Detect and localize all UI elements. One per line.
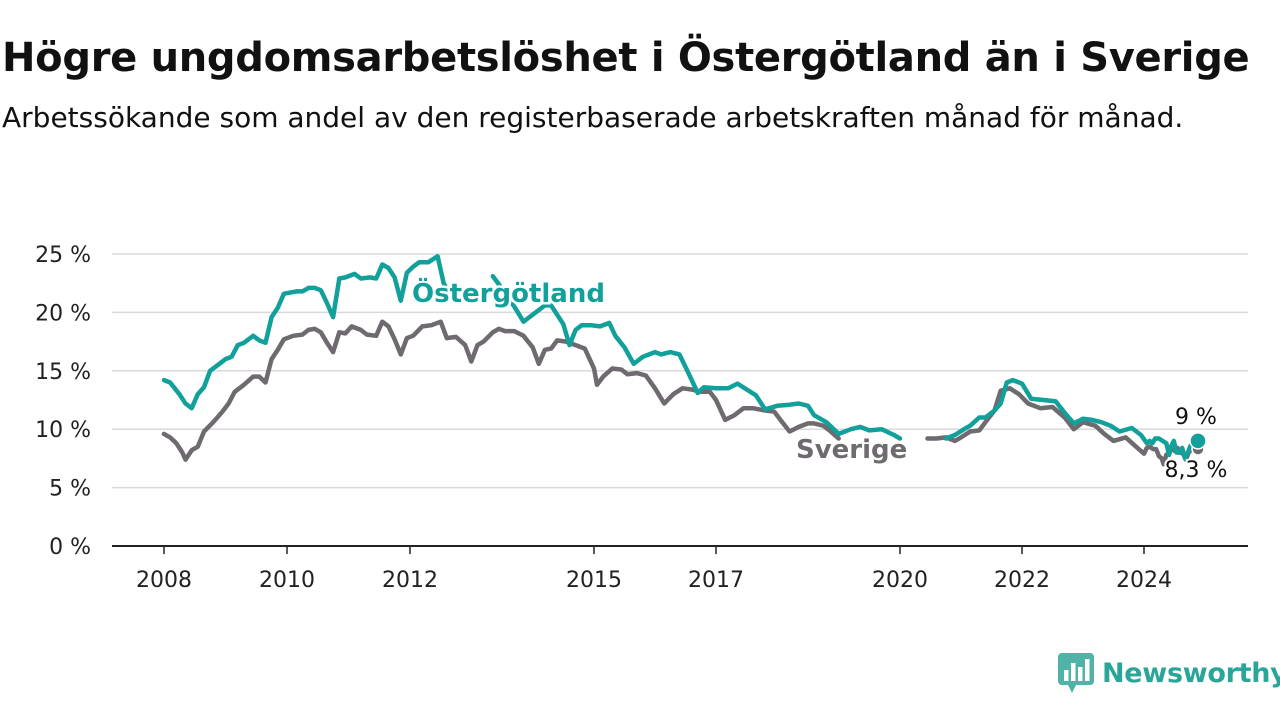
chart-subtitle: Arbetssökande som andel av den registerb… [2,101,1184,134]
chart-title: Högre ungdomsarbetslöshet i Östergötland… [2,35,1250,81]
ostergotland-line [943,377,1201,461]
newsworthy-logo: Newsworthy [1058,650,1280,696]
x-tick-label: 2015 [566,568,622,593]
brand-name: Newsworthy [1102,657,1280,689]
y-tick-label: 5 % [49,477,91,502]
ostergotland-end-value-label: 9 % [1175,405,1217,430]
x-tick-label: 2022 [994,568,1050,593]
ostergotland-end-marker [1189,432,1207,450]
newsworthy-chart-bubble-icon [1058,653,1094,693]
y-tick-label: 0 % [49,535,91,560]
y-tick-label: 25 % [35,243,91,268]
ostergotland-series-label: Östergötland [412,276,605,309]
x-tick-label: 2024 [1116,568,1172,593]
x-tick-label: 2017 [688,568,744,593]
ostergotland-line [490,273,903,441]
sverige-end-value-label: 8,3 % [1165,458,1228,483]
y-tick-label: 20 % [35,301,91,326]
y-tick-label: 10 % [35,418,91,443]
ostergotland-line [161,254,450,411]
sverige-line [161,319,841,462]
sverige-series-label: Sverige [796,435,907,465]
x-tick-label: 2010 [259,568,315,593]
x-tick-label: 2012 [382,568,438,593]
y-tick-label: 15 % [35,360,91,385]
x-tick-label: 2020 [872,568,928,593]
x-tick-label: 2008 [136,568,192,593]
